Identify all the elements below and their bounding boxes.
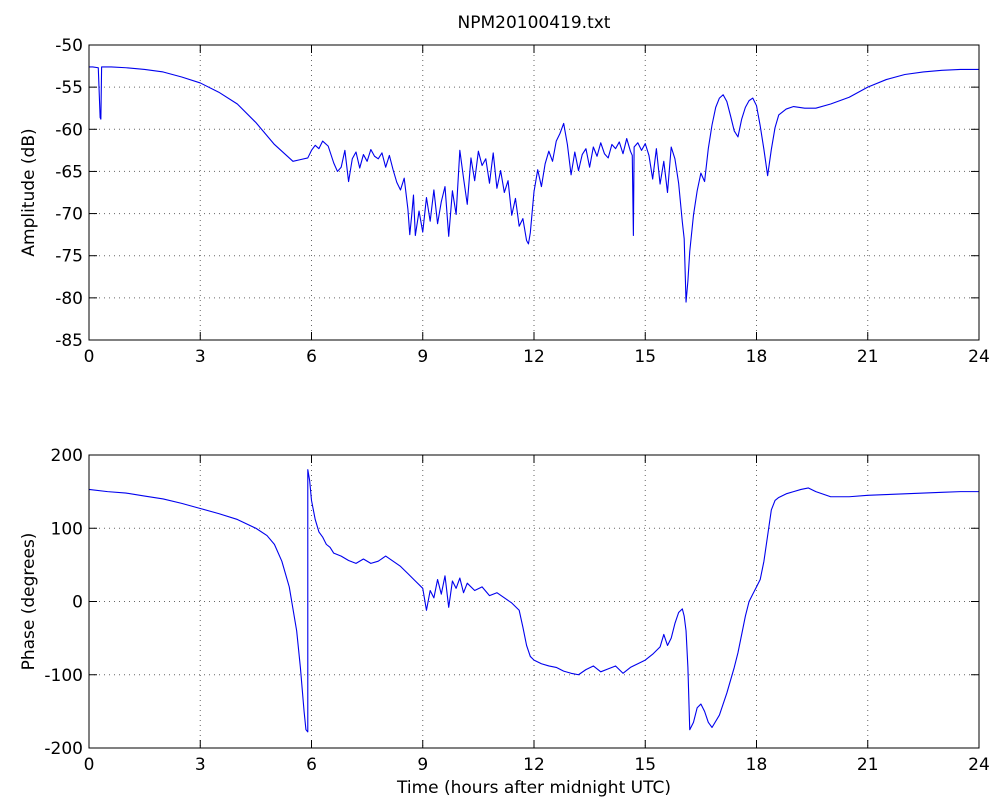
amplitude-x-tick-label: 6	[306, 347, 317, 367]
amplitude-y-tick-label: -70	[55, 205, 83, 225]
amplitude-x-tick-label: 15	[634, 347, 656, 367]
amplitude-x-tick-label: 3	[195, 347, 206, 367]
phase-series-line	[88, 469, 979, 733]
amplitude-y-tick-label: -55	[55, 78, 83, 98]
amplitude-x-tick-label: 12	[523, 347, 545, 367]
phase-x-tick-label: 18	[746, 755, 768, 775]
phase-axes: 0 3 6 9 12 15 18 21 24 200 100 0 -100 -200 Phase (degr…	[19, 446, 990, 798]
phase-y-tick-label: -200	[44, 739, 83, 759]
chart-title: NPM20100419.txt	[458, 13, 611, 33]
amplitude-y-tick-label: -65	[55, 162, 83, 182]
amplitude-y-tick-label: -80	[55, 289, 83, 309]
phase-x-tick-label: 24	[968, 755, 990, 775]
amplitude-x-tick-label: 21	[857, 347, 879, 367]
amplitude-x-tick-label: 9	[417, 347, 428, 367]
phase-y-axis-label: Phase (degrees)	[19, 533, 39, 671]
amplitude-y-tick-label: -60	[55, 120, 83, 140]
phase-x-tick-label: 15	[634, 755, 656, 775]
phase-x-axis-label: Time (hours after midnight UTC)	[396, 778, 671, 798]
amplitude-x-tick-label: 18	[746, 347, 768, 367]
phase-axis-box	[88, 454, 980, 749]
phase-y-tick-label: 200	[51, 446, 83, 466]
phase-x-tick-label: 12	[523, 755, 545, 775]
amplitude-y-tick-label: -85	[55, 331, 83, 351]
amplitude-x-tick-label: 24	[968, 347, 990, 367]
phase-x-tick-label: 9	[417, 755, 428, 775]
phase-x-tick-label: 21	[857, 755, 879, 775]
amplitude-y-axis-label: Amplitude (dB)	[19, 128, 39, 256]
amplitude-axes: 0 3 6 9 12 15 18 21 24 -50 -55 -60 -65 -70 -75 -80 -85 Am…	[19, 36, 990, 367]
phase-y-tick-label: 100	[51, 519, 83, 539]
phase-y-tick-label: 0	[72, 593, 83, 613]
amplitude-series-line	[89, 66, 979, 303]
amplitude-x-tick-label: 0	[84, 347, 95, 367]
phase-x-tick-label: 3	[195, 755, 206, 775]
amplitude-axis-box	[88, 44, 980, 341]
phase-y-tick-label: -100	[44, 666, 83, 686]
phase-x-tick-label: 6	[306, 755, 317, 775]
phase-x-tick-label: 0	[84, 755, 95, 775]
amplitude-y-tick-label: -75	[55, 247, 83, 267]
amplitude-y-tick-label: -50	[55, 36, 83, 56]
